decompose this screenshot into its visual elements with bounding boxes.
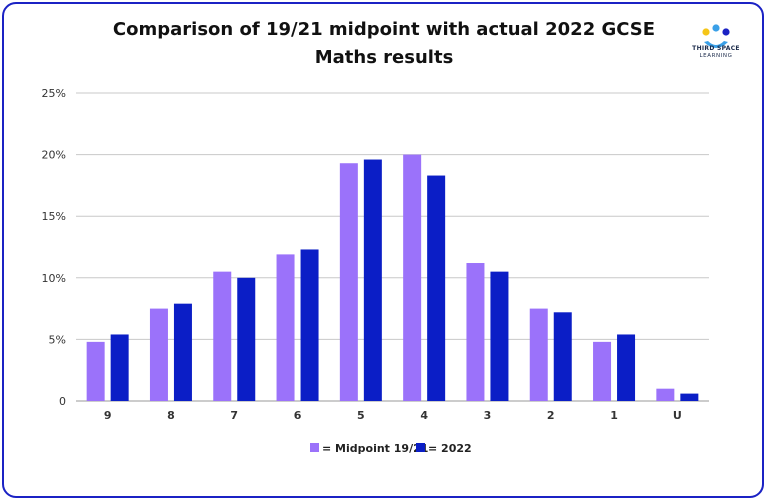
x-tick-label: 2: [547, 409, 555, 422]
bar-midpoint-19-21: [86, 341, 105, 401]
bar-midpoint-19-21: [593, 341, 612, 401]
x-tick-label: 8: [167, 409, 175, 422]
bar-midpoint-19-21: [466, 263, 485, 401]
y-tick-label: 15%: [42, 210, 66, 223]
bar-midpoint-19-21: [339, 163, 358, 401]
y-tick-label: 20%: [42, 149, 66, 162]
y-tick-label: 25%: [42, 87, 66, 100]
bar-2022: [427, 175, 446, 401]
chart-title-line-1: Comparison of 19/21 midpoint with actual…: [112, 19, 656, 40]
bar-2022: [617, 334, 636, 401]
y-tick-label: 10%: [42, 272, 66, 285]
bar-2022: [680, 393, 699, 401]
logo-dot-left: [702, 28, 710, 36]
logo-text-line-2: LEARNING: [699, 53, 733, 59]
x-tick-label: 6: [294, 409, 302, 422]
bar-midpoint-19-21: [149, 308, 168, 401]
x-tick-label: 1: [610, 409, 618, 422]
bar-2022: [237, 277, 256, 401]
y-tick-label: 0: [59, 395, 66, 408]
x-tick-label: 3: [484, 409, 492, 422]
bar-2022: [363, 159, 382, 401]
bar-midpoint-19-21: [529, 308, 548, 401]
x-tick-label: 4: [420, 409, 428, 422]
legend-label-midpoint-19-21: = Midpoint 19/21: [322, 442, 428, 455]
logo-text-line-1: THIRD SPACE: [692, 45, 740, 52]
bar-2022: [300, 249, 319, 401]
third-space-learning-logo-icon: [702, 24, 730, 48]
logo-smile: [704, 41, 728, 48]
x-tick-label: 7: [230, 409, 238, 422]
y-tick-label: 5%: [49, 333, 66, 346]
x-tick-label: 5: [357, 409, 365, 422]
legend-label-2022: = 2022: [428, 442, 472, 455]
logo-dot-middle: [712, 24, 720, 32]
bar-midpoint-19-21: [276, 254, 295, 401]
bar-2022: [110, 334, 129, 401]
bar-2022: [553, 312, 572, 401]
bar-midpoint-19-21: [213, 271, 232, 401]
chart-title-line-2: Maths results: [314, 47, 454, 68]
bar-midpoint-19-21: [656, 388, 675, 401]
legend-swatch-2022: [416, 443, 425, 452]
bar-2022: [173, 303, 192, 401]
x-tick-label: 9: [104, 409, 112, 422]
bar-midpoint-19-21: [403, 154, 422, 401]
legend-swatch-midpoint-19-21: [310, 443, 319, 452]
bar-2022: [490, 271, 509, 401]
x-tick-label: U: [673, 409, 682, 422]
logo-dot-right: [722, 28, 730, 36]
